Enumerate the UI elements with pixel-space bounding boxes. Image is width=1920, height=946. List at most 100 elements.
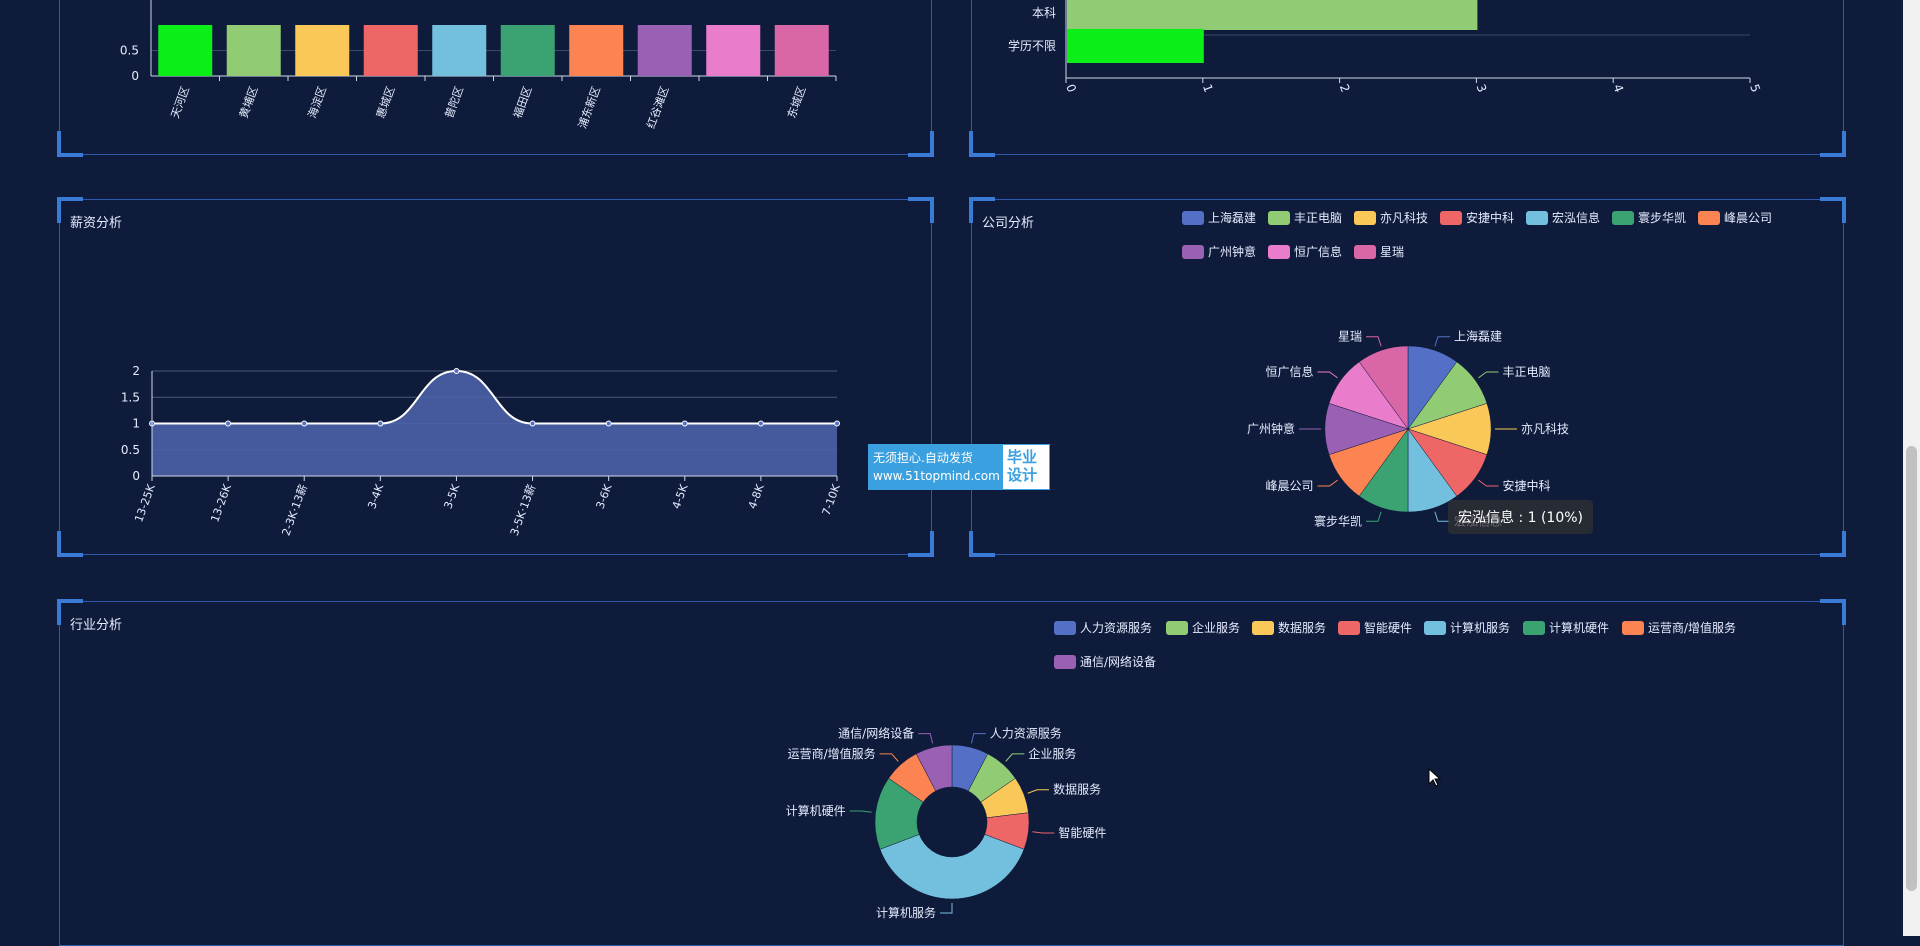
- district-bar-chart: 0 0.5 天河区 黄埔区 海淀区 惠城区 普陀区 福田区 浦东新区 红谷滩区 东城区: [120, 0, 837, 130]
- legend-swatch: [1354, 211, 1376, 225]
- data-point: [605, 420, 612, 427]
- legend-swatch: [1698, 211, 1720, 225]
- x-tick-label: 3-5K·13薪: [508, 483, 539, 538]
- watermark-line1: 无须担心.自动发货: [873, 451, 973, 465]
- legend-label: 安捷中科: [1466, 210, 1514, 225]
- slice-label: 数据服务: [1053, 782, 1101, 797]
- y-tick-label: 1: [132, 417, 140, 431]
- x-tick-label: 1: [1200, 82, 1216, 94]
- data-point: [225, 420, 232, 427]
- series-line: [152, 369, 837, 425]
- x-tick-label: 13-25K: [132, 482, 158, 524]
- x-tick-label: 浦东新区: [575, 84, 603, 130]
- data-point: [529, 420, 536, 427]
- corner-decoration: [57, 531, 83, 557]
- bar: [569, 25, 624, 76]
- slice-label: 星瑞: [1338, 330, 1362, 344]
- bar: [774, 25, 829, 76]
- legend-label: 运营商/增值服务: [1648, 620, 1736, 635]
- bar: [1067, 0, 1478, 30]
- x-tick-label: 4-5K: [670, 482, 691, 511]
- x-tick-label: 红谷滩区: [643, 84, 671, 130]
- legend-label: 人力资源服务: [1080, 620, 1152, 635]
- legend-swatch: [1612, 211, 1634, 225]
- label-line: [1478, 479, 1499, 487]
- district-panel: 0 0.5 天河区 黄埔区 海淀区 惠城区 普陀区 福田区 浦东新区 红谷滩区 东城区: [57, 0, 934, 157]
- salary-area-chart: 0 0.5 1 1.5 2 13-25K 13-26K 2-3K·13薪 3-4K 3-5K 3-5…: [121, 364, 843, 538]
- x-tick-label: 3-4K: [365, 482, 386, 511]
- x-tick-label: 普陀区: [442, 84, 466, 120]
- x-tick-label: 5: [1747, 82, 1763, 94]
- x-tick-label: 4-8K: [746, 482, 767, 511]
- slice-label: 安捷中科: [1502, 478, 1550, 493]
- legend-swatch: [1054, 655, 1076, 669]
- y-tick-label: 本科: [1032, 6, 1056, 20]
- legend-label: 亦凡科技: [1380, 210, 1428, 225]
- legend-swatch: [1268, 245, 1290, 259]
- watermark-badge[interactable]: 无须担心.自动发货 www.51topmind.com 毕业 设计: [868, 444, 1050, 490]
- corner-decoration: [969, 531, 995, 557]
- legend-swatch: [1622, 621, 1644, 635]
- label-line: [1434, 511, 1450, 522]
- label-line: [940, 903, 953, 914]
- industry-panel: 行业分析 人力资源服务 企业服务 数据服务 智能硬件 计算机服务 计算机硬件 运营商/增值服…: [57, 599, 1846, 946]
- label-line: [1434, 336, 1450, 347]
- watermark-badge2: 设计: [1007, 466, 1038, 484]
- slice-label: 人力资源服务: [990, 726, 1062, 741]
- legend-label: 丰正电脑: [1294, 211, 1342, 225]
- legend-label: 宏泓信息: [1552, 210, 1600, 225]
- slice-label: 广州钟意: [1247, 421, 1295, 436]
- corner-decoration: [1820, 599, 1846, 625]
- bar: [1067, 29, 1204, 63]
- slice-label: 智能硬件: [1058, 825, 1106, 840]
- legend-label: 智能硬件: [1364, 620, 1412, 635]
- salary-panel: 薪资分析 0 0.5 1 1.5 2 13-25K 13-26K 2-3K·13薪 3-4K 3-…: [57, 197, 934, 557]
- legend-swatch: [1440, 211, 1462, 225]
- corner-decoration: [57, 131, 83, 157]
- y-tick-label: 0.5: [120, 44, 139, 58]
- label-line: [1005, 753, 1025, 762]
- legend-swatch: [1252, 621, 1274, 635]
- label-line: [1317, 371, 1338, 379]
- legend-label: 企业服务: [1192, 620, 1240, 635]
- slice-label: 亦凡科技: [1521, 421, 1569, 436]
- label-line: [918, 733, 934, 744]
- vertical-scrollbar[interactable]: [1903, 0, 1920, 936]
- data-point: [377, 420, 384, 427]
- x-tick-label: 惠城区: [373, 84, 397, 120]
- company-panel: 公司分析 上海磊建丰正电脑亦凡科技安捷中科宏泓信息寰步华凯峰晨公司广州钟意恒广信…: [969, 197, 1846, 557]
- slice-label: 寰步华凯: [1314, 513, 1362, 528]
- watermark-text: 无须担心.自动发货 www.51topmind.com: [869, 445, 1003, 489]
- x-tick-label: 东城区: [785, 85, 809, 120]
- label-line: [1027, 789, 1050, 794]
- legend-swatch: [1182, 245, 1204, 259]
- slice-label: 计算机硬件: [786, 803, 846, 818]
- legend-label: 数据服务: [1278, 620, 1326, 635]
- slice-label: 恒广信息: [1266, 364, 1314, 379]
- slice-label: 峰晨公司: [1266, 479, 1314, 493]
- scrollbar-thumb[interactable]: [1906, 446, 1917, 891]
- x-tick-label: 3: [1474, 82, 1490, 94]
- label-line: [970, 733, 986, 744]
- x-tick-label: 黄埔区: [236, 84, 260, 120]
- corner-decoration: [908, 197, 934, 223]
- bar: [295, 25, 350, 76]
- x-tick-label: 海淀区: [305, 84, 329, 120]
- legend-label: 计算机硬件: [1549, 620, 1609, 635]
- corner-decoration: [969, 197, 995, 223]
- legend-swatch: [1424, 621, 1446, 635]
- x-tick-label: 4: [1610, 82, 1626, 94]
- panel-title: 公司分析: [982, 216, 1035, 231]
- label-line: [1032, 831, 1055, 834]
- slice-label: 丰正电脑: [1502, 365, 1550, 379]
- legend-label: 恒广信息: [1294, 244, 1342, 259]
- area-fill: [152, 371, 837, 476]
- y-tick-label: 1.5: [121, 390, 140, 404]
- data-point: [757, 420, 764, 427]
- y-tick-label: 0.5: [121, 443, 140, 457]
- corner-decoration: [57, 197, 83, 223]
- company-pie-chart: 上海磊建丰正电脑亦凡科技安捷中科宏泓信息寰步华凯峰晨公司广州钟意恒广信息星瑞上海…: [1182, 210, 1772, 528]
- data-point: [834, 420, 840, 427]
- legend-label: 星瑞: [1380, 245, 1404, 259]
